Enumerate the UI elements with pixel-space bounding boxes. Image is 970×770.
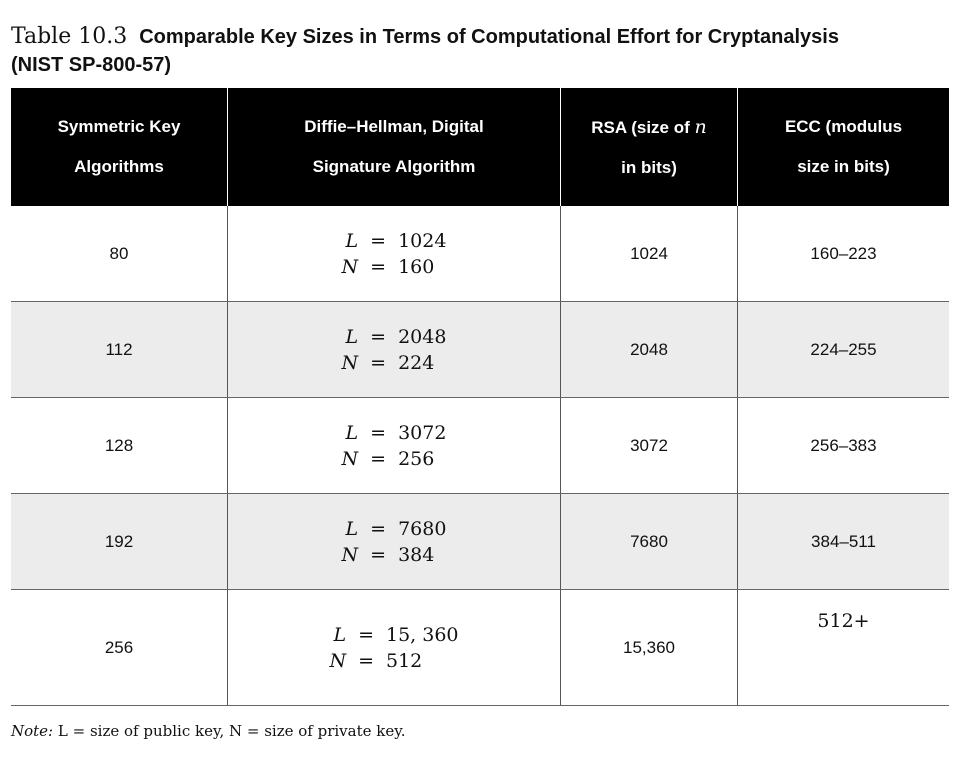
header-row: Symmetric Key Algorithms Diffie–Hellman,…	[11, 88, 949, 206]
rsa-cell: 2048	[560, 301, 738, 398]
symmetric-cell: 112	[11, 301, 228, 398]
table-row: 256 L = 15, 360 N = 512 15,360 512+	[11, 589, 949, 706]
table-row: 128 L = 3072 N = 256 3072 256–383	[11, 397, 949, 494]
header-ecc: ECC (modulus size in bits)	[737, 88, 949, 206]
header-rsa: RSA (size of n in bits)	[560, 88, 738, 206]
dh-cell: L = 7680 N = 384	[227, 493, 561, 590]
ecc-cell: 160–223	[737, 206, 949, 302]
ecc-cell: 512+	[737, 589, 949, 706]
header-symmetric: Symmetric Key Algorithms	[11, 88, 228, 206]
table-row: 112 L = 2048 N = 224 2048 224–255	[11, 301, 949, 398]
rsa-cell: 3072	[560, 397, 738, 494]
ecc-cell: 256–383	[737, 397, 949, 494]
key-size-table: Symmetric Key Algorithms Diffie–Hellman,…	[11, 88, 949, 706]
dh-cell: L = 15, 360 N = 512	[227, 589, 561, 706]
symmetric-cell: 192	[11, 493, 228, 590]
header-dh: Diffie–Hellman, Digital Signature Algori…	[227, 88, 561, 206]
table-row: 80 L = 1024 N = 160 1024 160–223	[11, 206, 949, 302]
table-number: Table 10.3	[11, 24, 128, 49]
table-note: Note: L = size of public key, N = size o…	[11, 722, 406, 740]
table-row: 192 L = 7680 N = 384 7680 384–511	[11, 493, 949, 590]
dh-cell: L = 3072 N = 256	[227, 397, 561, 494]
symmetric-cell: 256	[11, 589, 228, 706]
rsa-cell: 15,360	[560, 589, 738, 706]
dh-cell: L = 1024 N = 160	[227, 206, 561, 302]
table-title: Table 10.3 Comparable Key Sizes in Terms …	[11, 22, 961, 80]
rsa-n-variable: n	[694, 115, 707, 138]
table-caption-source: (NIST SP-800-57)	[11, 54, 172, 76]
ecc-cell: 384–511	[737, 493, 949, 590]
table-caption: Comparable Key Sizes in Terms of Computa…	[139, 26, 839, 48]
ecc-cell: 224–255	[737, 301, 949, 398]
rsa-cell: 1024	[560, 206, 738, 302]
symmetric-cell: 80	[11, 206, 228, 302]
dh-cell: L = 2048 N = 224	[227, 301, 561, 398]
rsa-cell: 7680	[560, 493, 738, 590]
symmetric-cell: 128	[11, 397, 228, 494]
